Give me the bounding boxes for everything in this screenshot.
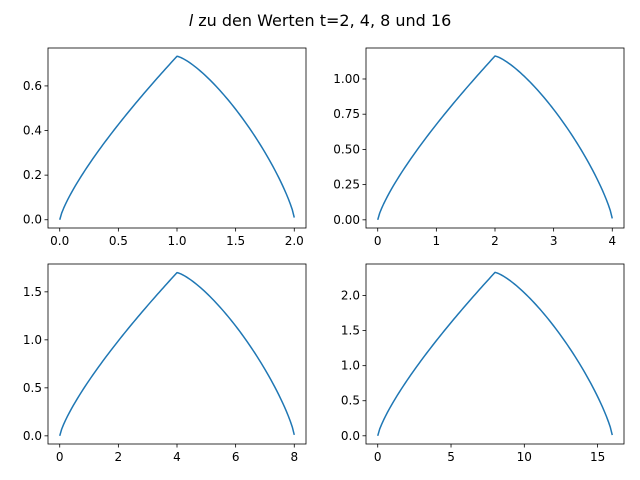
y-tick-label: 2.0 xyxy=(341,289,360,303)
y-tick-label: 0.0 xyxy=(23,429,42,443)
y-tick-label: 1.00 xyxy=(333,72,360,86)
y-tick-label: 0.6 xyxy=(23,79,42,93)
subplot-t16: 0 5 10 15 0.0 0.5 1.0 1.5 2.0 xyxy=(341,263,625,464)
y-tick-label: 0.0 xyxy=(341,429,360,443)
y-tick-label: 0.50 xyxy=(333,142,360,156)
axes-frame xyxy=(365,47,625,229)
y-tick-label: 0.4 xyxy=(23,124,42,138)
x-tick-label: 4 xyxy=(173,450,181,464)
x-tick-label: 0 xyxy=(374,450,382,464)
axes-frame xyxy=(47,47,307,229)
series-line-t4 xyxy=(377,55,613,221)
y-tick-label: 0.0 xyxy=(23,213,42,227)
x-tick-label: 3 xyxy=(550,234,558,248)
x-tick-label: 4 xyxy=(608,234,616,248)
x-tick-label: 15 xyxy=(590,450,605,464)
x-tick-label: 1 xyxy=(433,234,441,248)
figure-title-text: zu den Werten t=2, 4, 8 und 16 xyxy=(193,11,451,30)
x-tick-label: 1.5 xyxy=(226,234,245,248)
subplot-t2: 0.0 0.5 1.0 1.5 2.0 0.0 0.2 0.4 0.6 xyxy=(23,47,307,248)
x-tick-label: 0.0 xyxy=(50,234,69,248)
x-tick-label: 2 xyxy=(115,450,123,464)
x-tick-label: 8 xyxy=(290,450,298,464)
x-tick-label: 1.0 xyxy=(167,234,186,248)
y-tick-label: 0.00 xyxy=(333,213,360,227)
series-line-t8 xyxy=(59,271,295,437)
x-tick-label: 0 xyxy=(374,234,382,248)
subplot-t4: 0 1 2 3 4 0.00 0.25 0.50 0.75 1.00 xyxy=(333,47,625,248)
x-tick-label: 10 xyxy=(517,450,532,464)
y-tick-label: 0.2 xyxy=(23,168,42,182)
series-line-t2 xyxy=(59,55,295,220)
y-tick-label: 1.0 xyxy=(23,333,42,347)
x-tick-label: 0 xyxy=(56,450,64,464)
subplot-grid: 0.0 0.5 1.0 1.5 2.00.00.20.40.60 1 2 3 40.000.25… xyxy=(23,47,625,464)
y-tick-label: 0.5 xyxy=(23,381,42,395)
y-tick-label: 1.5 xyxy=(341,324,360,338)
x-tick-label: 0.5 xyxy=(109,234,128,248)
x-tick-label: 2.0 xyxy=(285,234,304,248)
subplot-t8: 0 2 4 6 8 0.0 0.5 1.0 1.5 xyxy=(23,263,307,464)
y-tick-label: 0.5 xyxy=(341,394,360,408)
series-line-t16 xyxy=(377,271,613,437)
figure-title: l zu den Werten t=2, 4, 8 und 16 xyxy=(189,11,452,30)
x-tick-label: 2 xyxy=(491,234,499,248)
axes-frame xyxy=(365,263,625,445)
y-tick-label: 1.0 xyxy=(341,359,360,373)
y-tick-label: 0.25 xyxy=(333,178,360,192)
figure-title-symbol: l xyxy=(189,11,194,30)
y-tick-label: 0.75 xyxy=(333,107,360,121)
x-tick-label: 6 xyxy=(232,450,240,464)
y-tick-label: 1.5 xyxy=(23,285,42,299)
axes-frame xyxy=(47,263,307,445)
x-tick-label: 5 xyxy=(447,450,455,464)
